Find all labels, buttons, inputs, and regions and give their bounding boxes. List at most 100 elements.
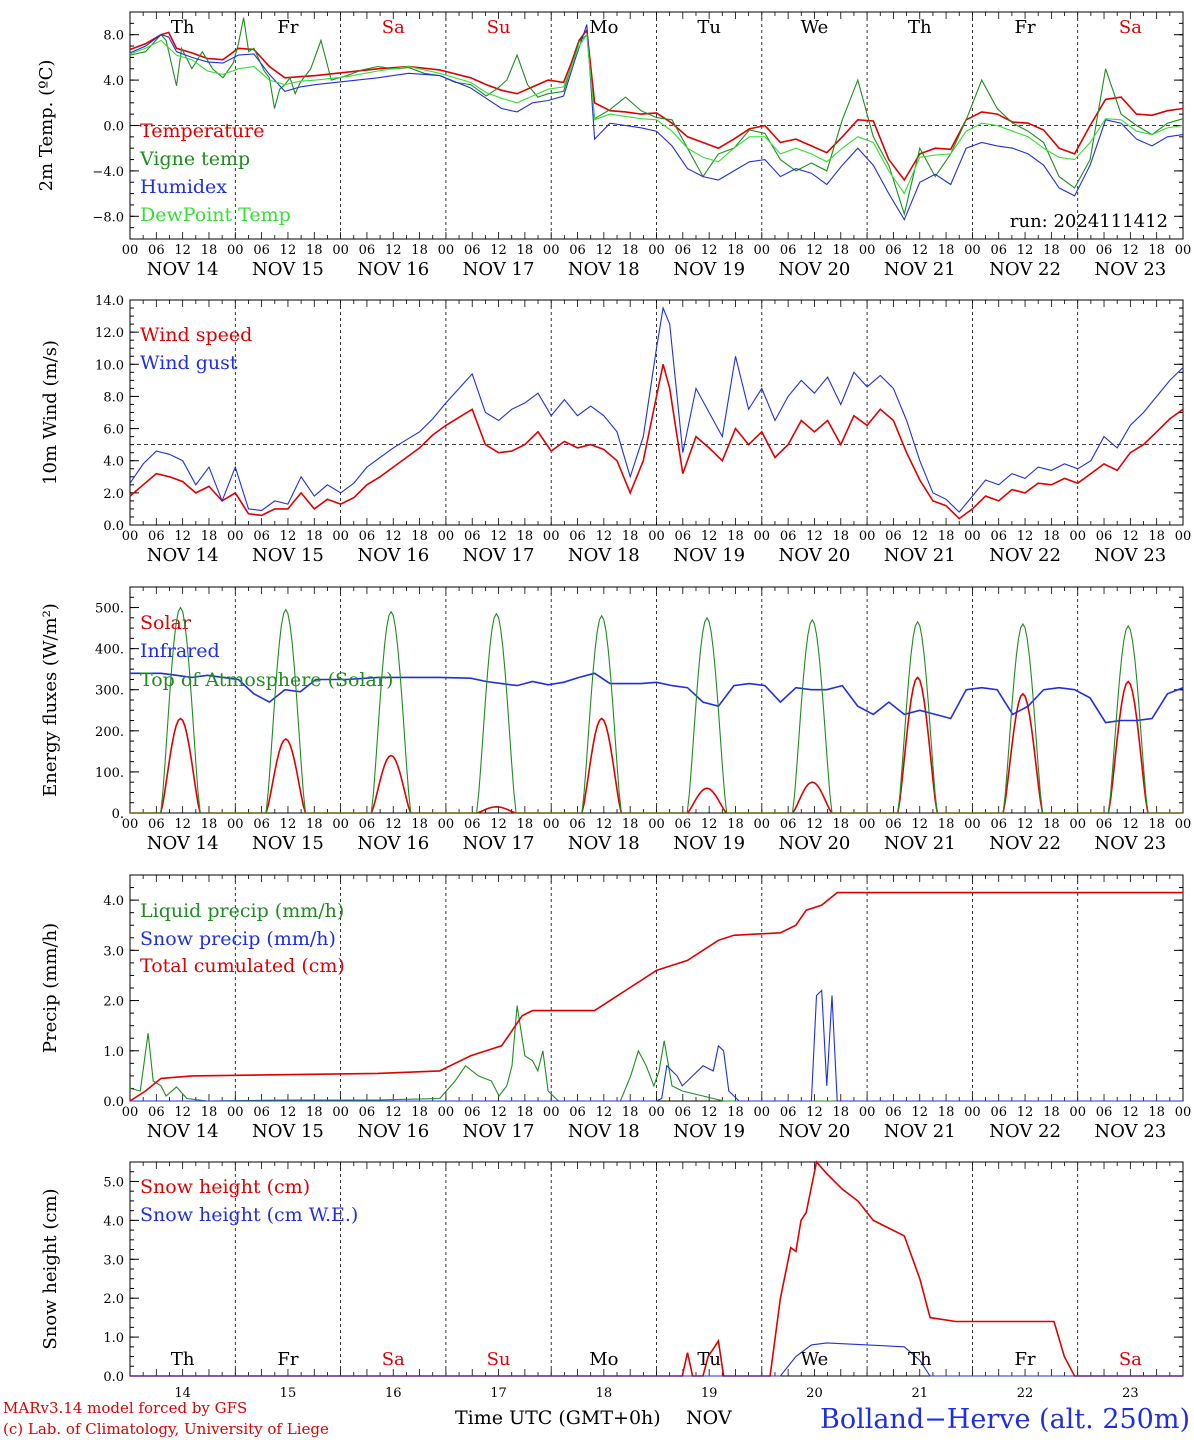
hour-tick-label: 12 (385, 817, 402, 832)
y-tick-label: 4.0 (103, 1214, 124, 1229)
day-label: NOV 17 (463, 833, 535, 854)
hour-tick-label: 12 (806, 817, 823, 832)
legend-entry: Humidex (140, 176, 227, 198)
weekday-label: Fr (277, 1349, 298, 1370)
hour-tick-label: 12 (911, 529, 928, 544)
hour-tick-label: 00 (1069, 1105, 1086, 1120)
hour-tick-label: 12 (911, 243, 928, 258)
y-tick-label: −4.0 (92, 165, 124, 180)
y-tick-label: 8.0 (103, 29, 124, 44)
hour-tick-label: 00 (754, 243, 771, 258)
y-tick-label: 2.0 (103, 487, 124, 502)
hour-tick-label: 00 (227, 243, 244, 258)
hour-tick-label: 18 (622, 817, 639, 832)
y-tick-label: 0. (112, 807, 124, 822)
hour-tick-label: 18 (1043, 817, 1060, 832)
hour-tick-label: 18 (411, 817, 428, 832)
hour-tick-label: 12 (596, 529, 613, 544)
y-tick-label: 12.0 (95, 326, 124, 341)
day-label: NOV 19 (673, 1121, 745, 1142)
hour-tick-label: 06 (990, 529, 1007, 544)
day-label: NOV 23 (1094, 1121, 1166, 1142)
weekday-label: Fr (1015, 1349, 1036, 1370)
hour-tick-label: 06 (464, 529, 481, 544)
hour-tick-label: 18 (1148, 243, 1165, 258)
legend-entry: Wind speed (140, 324, 252, 346)
hour-tick-label: 00 (648, 243, 665, 258)
series-line-infrared (130, 672, 1184, 724)
hour-tick-label: 06 (675, 817, 692, 832)
hour-tick-label: 06 (148, 529, 165, 544)
hour-tick-label: 18 (1148, 529, 1165, 544)
day-label: NOV 15 (252, 1121, 324, 1142)
weekday-label: Tu (697, 1349, 721, 1370)
hour-tick-label: 00 (332, 529, 349, 544)
legend-entry: Temperature (140, 120, 264, 142)
day-label: NOV 18 (568, 259, 640, 280)
hour-tick-label: 00 (332, 243, 349, 258)
hour-tick-label: 00 (1175, 243, 1192, 258)
hour-tick-label: 00 (964, 817, 981, 832)
hour-tick-label: 00 (648, 817, 665, 832)
hour-tick-label: 12 (385, 243, 402, 258)
hour-tick-label: 18 (727, 817, 744, 832)
y-tick-label: 0.0 (103, 1095, 124, 1110)
hour-tick-label: 18 (517, 1105, 534, 1120)
hour-tick-label: 06 (885, 817, 902, 832)
y-tick-label: 8.0 (103, 390, 124, 405)
hour-tick-label: 12 (701, 243, 718, 258)
series-line-wind-speed (129, 364, 1184, 520)
y-tick-label: 6.0 (103, 423, 124, 438)
y-tick-label: 3.0 (103, 1253, 124, 1268)
credit-line-1: MARv3.14 model forced by GFS (3, 1399, 247, 1417)
hour-tick-label: 06 (569, 529, 586, 544)
y-tick-label: 300. (95, 684, 124, 699)
hour-tick-label: 00 (859, 529, 876, 544)
hour-tick-label: 18 (1043, 1105, 1060, 1120)
legend-entry: Top of Atmosphere (Solar) (140, 669, 393, 691)
y-tick-label: 4.0 (103, 74, 124, 89)
hour-tick-label: 00 (122, 1105, 139, 1120)
hour-tick-label: 00 (438, 817, 455, 832)
series-line-liquid-precip-mm-h- (129, 1005, 1183, 1102)
day-label: NOV 22 (989, 259, 1061, 280)
day-label: NOV 19 (673, 545, 745, 566)
hour-tick-label: 12 (490, 1105, 507, 1120)
day-label: NOV 21 (884, 259, 956, 280)
hour-tick-label: 00 (754, 817, 771, 832)
bottom-day-number: 15 (280, 1386, 297, 1401)
hour-tick-label: 00 (1069, 243, 1086, 258)
legend-entry: Total cumulated (cm) (140, 955, 345, 977)
hour-tick-label: 18 (938, 529, 955, 544)
panel-2: 0.0 2.0 4.0 6.0 8.0 10.0 12.0 14.0 10m Wind (m/s… (40, 294, 1191, 566)
y-tick-label: 0.0 (103, 519, 124, 534)
legend-entry: DewPoint Temp (140, 204, 291, 226)
series-line-top-of-atmosphere-solar- (130, 606, 1183, 814)
hour-tick-label: 12 (1017, 817, 1034, 832)
hour-tick-label: 18 (727, 243, 744, 258)
hour-tick-label: 18 (201, 243, 218, 258)
day-label: NOV 23 (1094, 259, 1166, 280)
footer: MARv3.14 model forced by GFS (c) Lab. of … (3, 1399, 1190, 1438)
day-label: NOV 22 (989, 1121, 1061, 1142)
day-label: NOV 20 (779, 259, 851, 280)
legend-entry: Liquid precip (mm/h) (140, 900, 344, 922)
day-label: NOV 18 (568, 833, 640, 854)
y-axis-label: Precip (mm/h) (40, 923, 61, 1053)
hour-tick-label: 00 (964, 1105, 981, 1120)
hour-tick-label: 12 (806, 243, 823, 258)
plot-frame (129, 299, 1184, 526)
hour-tick-label: 00 (332, 817, 349, 832)
hour-tick-label: 12 (1017, 243, 1034, 258)
hour-tick-label: 00 (648, 1105, 665, 1120)
hour-tick-label: 18 (517, 243, 534, 258)
day-label: NOV 16 (357, 1121, 429, 1142)
hour-tick-label: 00 (332, 1105, 349, 1120)
legend-entry: Snow precip (mm/h) (140, 928, 336, 950)
hour-tick-label: 00 (122, 243, 139, 258)
series-line-total-cumulated-cm- (129, 891, 1183, 1102)
panel-1: −8.0−4.00.04.08.02m Temp. (ºC)00 06 12 18NO… (36, 11, 1192, 280)
hour-tick-label: 06 (569, 243, 586, 258)
bottom-day-number: 23 (1122, 1386, 1139, 1401)
